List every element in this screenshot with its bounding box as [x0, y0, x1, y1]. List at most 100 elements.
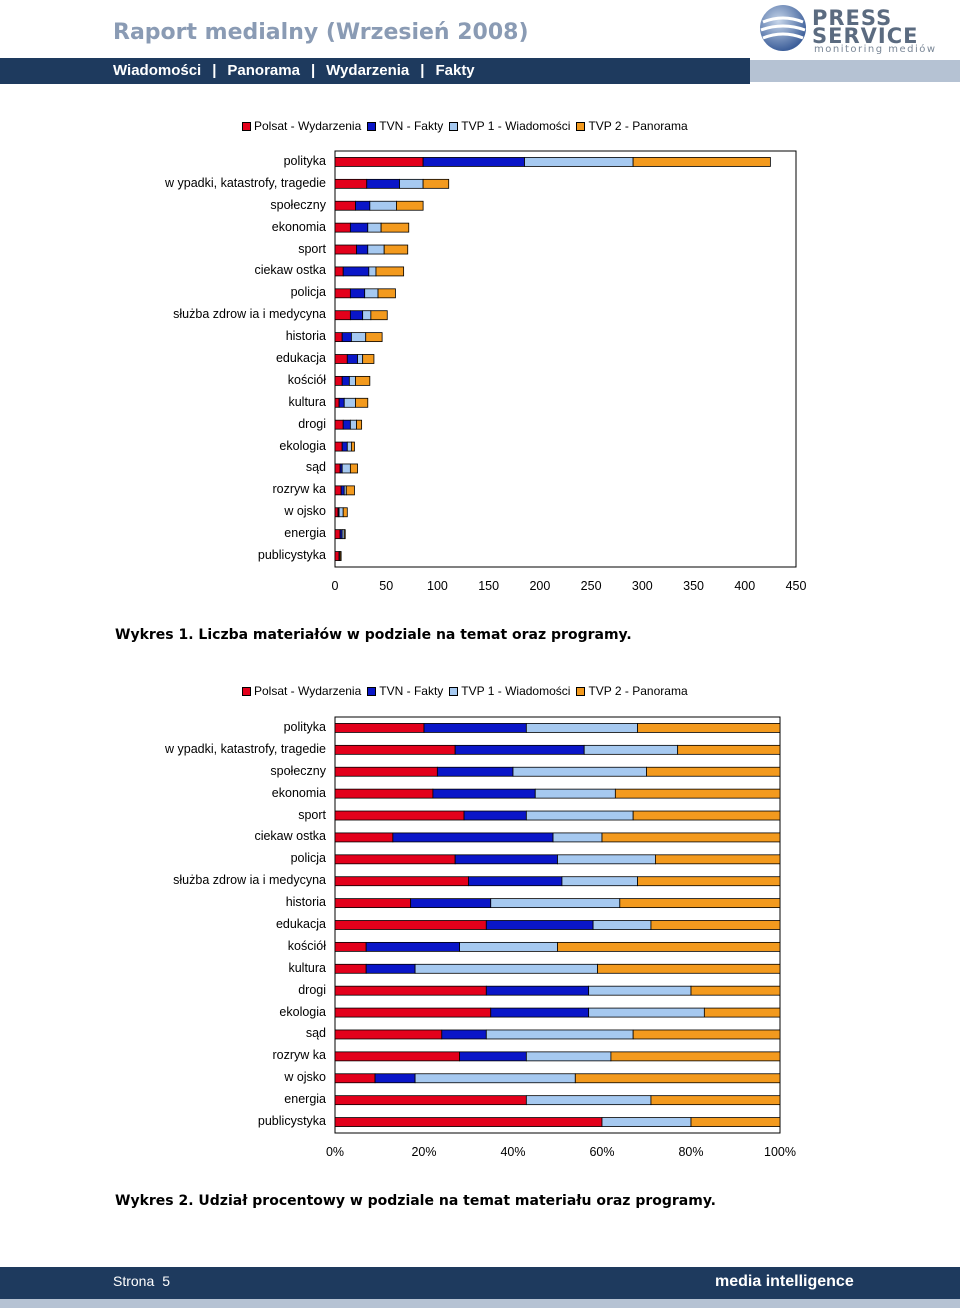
- legend-label: TVN - Fakty: [379, 119, 444, 133]
- bar-segment: [334, 876, 469, 887]
- x-tick-label: 0%: [325, 1145, 345, 1159]
- bar-segment: [525, 1095, 652, 1106]
- bar-segment: [485, 985, 590, 996]
- x-tick-label: 80%: [678, 1145, 704, 1159]
- x-tick-label: 400: [734, 579, 756, 593]
- category-label: społeczny: [270, 197, 326, 212]
- bar-segment: [583, 744, 679, 755]
- legend-label: Polsat - Wydarzenia: [254, 119, 362, 133]
- legend-swatch-tvp2: [576, 121, 586, 131]
- x-tick-label: 40%: [500, 1145, 526, 1159]
- category-label: rozryw ka: [272, 482, 326, 497]
- bar-segment: [525, 810, 634, 821]
- bar-segment: [334, 985, 487, 996]
- bar-segment: [468, 876, 563, 887]
- bar-segment: [512, 766, 647, 777]
- bar-segment: [690, 985, 781, 996]
- category-label: w ypadki, katastrofy, tragedie: [165, 741, 326, 756]
- bar-segment: [334, 1117, 603, 1127]
- bar-segment: [459, 941, 558, 952]
- bar-segment: [525, 1051, 612, 1062]
- bar-segment: [561, 876, 639, 887]
- bar-segment: [414, 963, 598, 974]
- bar-segment: [557, 941, 781, 952]
- bar-segment: [655, 854, 781, 865]
- bar-segment: [380, 222, 410, 233]
- bar-segment: [365, 941, 460, 952]
- category-label: energia: [284, 526, 326, 541]
- globe-icon: [760, 5, 806, 51]
- footer-bar: [0, 1267, 960, 1299]
- category-label: kościół: [287, 938, 326, 953]
- legend-swatch-polsat: [242, 686, 251, 696]
- chart1-legend: Polsat - Wydarzenia TVN - Fakty TVP 1 - …: [242, 118, 694, 134]
- nav-item-panorama: Panorama: [227, 62, 300, 79]
- footer-accent: [0, 1299, 960, 1308]
- category-label: ciekaw ostka: [254, 263, 326, 278]
- bar-segment: [557, 854, 656, 865]
- category-label: ekonomia: [271, 785, 326, 800]
- bar-segment: [334, 963, 367, 974]
- bar-segment: [588, 1007, 705, 1018]
- bar-segment: [441, 1029, 487, 1040]
- bar-segment: [436, 766, 514, 777]
- bar-segment: [432, 788, 536, 799]
- category-label: ciekaw ostka: [254, 829, 326, 844]
- bar-segment: [334, 788, 434, 799]
- x-tick-label: 50: [379, 579, 394, 593]
- bar-segment: [646, 766, 781, 777]
- category-label: służba zdrow ia i medycyna: [173, 873, 326, 888]
- bar-segment: [374, 1073, 416, 1084]
- category-label: energia: [284, 1092, 326, 1107]
- bar-segment: [410, 898, 492, 909]
- bar-segment: [422, 178, 450, 189]
- bar-segment: [454, 854, 558, 865]
- x-tick-label: 250: [580, 579, 602, 593]
- bar-segment: [334, 832, 394, 843]
- bar-segment: [334, 1051, 460, 1062]
- bar-segment: [459, 1051, 527, 1062]
- bar-segment: [334, 1007, 492, 1018]
- legend-item: TVN - Fakty: [367, 684, 443, 698]
- bar-segment: [485, 920, 594, 930]
- nav-programs: Wiadomości | Panorama | Wydarzenia | Fakty: [113, 62, 486, 79]
- legend-item: TVP 1 - Wiadomości: [449, 119, 570, 133]
- nav-bar-accent: [750, 60, 960, 82]
- category-label: w ojsko: [284, 1070, 326, 1085]
- nav-item-wydarzenia: Wydarzenia: [326, 62, 410, 79]
- legend-item: TVP 2 - Panorama: [576, 684, 688, 698]
- bar-segment: [490, 1007, 590, 1018]
- bar-segment: [334, 744, 456, 755]
- bar-segment: [365, 332, 383, 343]
- bar-segment: [703, 1007, 781, 1018]
- footer-brand: media intelligence: [715, 1273, 854, 1290]
- chart1-plot: [334, 150, 797, 568]
- legend-label: TVP 1 - Wiadomości: [461, 684, 571, 698]
- chart2-topic-shares: polityka w ypadki, katastrofy, tragedie sp…: [165, 716, 796, 1159]
- bar-segment: [349, 463, 358, 474]
- bar-segment: [355, 375, 371, 386]
- category-label: ekonomia: [271, 219, 326, 234]
- category-label: w ypadki, katastrofy, tragedie: [165, 175, 326, 190]
- category-label: sąd: [305, 1026, 326, 1041]
- bar-segment: [362, 354, 375, 364]
- bar-segment: [334, 1029, 443, 1040]
- chart2-legend: Polsat - Wydarzenia TVN - Fakty TVP 1 - …: [242, 683, 694, 699]
- x-tick-label: 450: [785, 579, 807, 593]
- legend-label: TVP 1 - Wiadomości: [461, 119, 571, 133]
- chart1-caption: Wykres 1. Liczba materiałów w podziale n…: [115, 627, 632, 643]
- bar-segment: [677, 744, 781, 755]
- bar-segment: [485, 1029, 634, 1040]
- bar-segment: [597, 963, 781, 974]
- bar-segment: [632, 1029, 781, 1040]
- category-label: kultura: [288, 960, 326, 975]
- bar-segment: [534, 788, 616, 799]
- category-label: ekologia: [279, 438, 326, 453]
- category-label: służba zdrow ia i medycyna: [173, 307, 326, 322]
- x-tick-label: 20%: [411, 1145, 437, 1159]
- logo-text-press: PRESS: [812, 6, 893, 30]
- bar-segment: [383, 244, 409, 255]
- chart1-topic-counts: polityka w ypadki, katastrofy, tragedie sp…: [0, 0, 960, 600]
- category-label: publicystyka: [257, 548, 326, 563]
- bar-segment: [414, 1073, 576, 1084]
